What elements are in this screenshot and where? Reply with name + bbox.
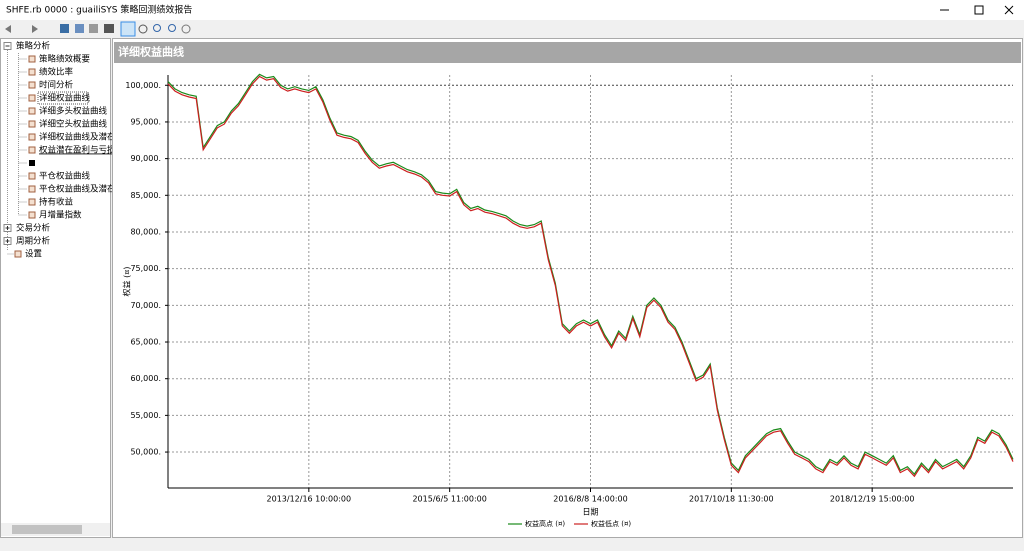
pointer-button[interactable] (120, 21, 136, 37)
tree-leaf[interactable]: 详细多头权益曲线 (39, 106, 108, 117)
close-button[interactable] (1004, 5, 1014, 15)
window-controls[interactable] (940, 5, 1014, 15)
tree-leaf[interactable]: 平仓权益曲线及潜在 (39, 184, 116, 195)
scroll-thumb[interactable] (12, 525, 82, 534)
x-axis-label: 日期 (583, 508, 599, 517)
legend-label: 权益低点 (¤) (591, 519, 631, 528)
y-tick-label: 95,000. (130, 117, 161, 126)
node-icon (28, 107, 36, 115)
tree-leaf[interactable]: 持有收益 (39, 197, 74, 208)
node-icon (28, 133, 36, 141)
equity-line (167, 75, 1014, 478)
y-axis-label: 权益 (¤) (122, 267, 132, 297)
tree-leaf[interactable]: 详细空头权益曲线 (39, 119, 108, 130)
tree-leaf[interactable]: 平仓权益曲线 (39, 171, 91, 182)
tree-node[interactable]: 交易分析 (16, 223, 51, 234)
tree-leaf[interactable]: 时间分析 (39, 80, 74, 91)
title-bar (0, 0, 1024, 20)
panel-title: 详细权益曲线 (118, 45, 184, 59)
panel-header (114, 42, 1021, 63)
y-tick-label: 65,000. (130, 338, 161, 347)
x-tick-label: 2018/12/19 15:00:00 (830, 495, 915, 504)
y-tick-label: 85,000. (130, 191, 161, 200)
save-button[interactable] (60, 24, 69, 33)
tree-leaf[interactable]: 策略绩效概要 (39, 54, 91, 65)
y-tick-label: 55,000. (130, 411, 161, 420)
tree: 策略分析策略绩效概要绩效比率时间分析详细权益曲线详细多头权益曲线详细空头权益曲线… (3, 41, 116, 260)
reset-button[interactable] (181, 24, 191, 34)
node-icon (28, 94, 36, 102)
x-tick-label: 2017/10/18 11:30:00 (689, 495, 774, 504)
y-tick-label: 75,000. (130, 264, 161, 273)
node-icon (28, 211, 36, 219)
node-icon (28, 120, 36, 128)
node-icon (28, 185, 36, 193)
toolbar (0, 20, 1024, 38)
node-icon (28, 198, 36, 206)
y-tick-label: 100,000. (125, 81, 161, 90)
status-bar (0, 539, 1024, 551)
tree-leaf[interactable]: 权益潜在盈利与亏损 (39, 145, 116, 156)
pan-button[interactable] (138, 24, 148, 34)
node-icon (28, 172, 36, 180)
tree-leaf[interactable]: 详细权益曲线及潜在 (39, 132, 116, 143)
node-icon (14, 250, 22, 258)
tree-leaf[interactable]: 绩效比率 (39, 67, 74, 78)
node-icon (28, 68, 36, 76)
y-tick-label: 60,000. (130, 374, 161, 383)
x-tick-label: 2016/8/8 14:00:00 (553, 495, 627, 504)
tree-node[interactable]: 策略分析 (16, 41, 51, 52)
y-tick-label: 90,000. (130, 154, 161, 163)
tree-leaf[interactable]: 月增量指数 (39, 210, 82, 221)
zoom-out-button[interactable] (168, 24, 176, 32)
view-button[interactable] (104, 24, 114, 33)
forward-button[interactable] (32, 25, 38, 33)
node-icon (28, 55, 36, 63)
x-tick-label: 2013/12/16 10:00:00 (267, 495, 352, 504)
tree-leaf[interactable]: 详细权益曲线 (39, 93, 91, 104)
export-button[interactable] (75, 24, 84, 33)
toolbar-bg (0, 20, 1024, 38)
window-title: SHFE.rb 0000 : guailiSYS 策略回测绩效报告 (6, 4, 192, 16)
node-marker (29, 160, 35, 166)
maximize-button[interactable] (974, 5, 984, 15)
node-icon (28, 146, 36, 154)
selection (37, 91, 89, 105)
x-tick-label: 2015/6/5 11:00:00 (412, 495, 486, 504)
equity-line (167, 73, 1014, 476)
y-tick-label: 70,000. (130, 301, 161, 310)
tree-node[interactable]: 周期分析 (16, 236, 51, 247)
back-button[interactable] (5, 25, 11, 33)
legend-label: 权益高点 (¤) (525, 519, 565, 528)
y-tick-label: 80,000. (130, 227, 161, 236)
chart: 50,000. 55,000. 60,000. 65,000. 70,000. 75,00… (122, 73, 1014, 528)
y-tick-label: 50,000. (130, 448, 161, 457)
print-button[interactable] (89, 24, 98, 33)
node-icon (28, 81, 36, 89)
zoom-in-button[interactable] (153, 24, 161, 32)
tree-node[interactable]: 设置 (25, 249, 43, 260)
